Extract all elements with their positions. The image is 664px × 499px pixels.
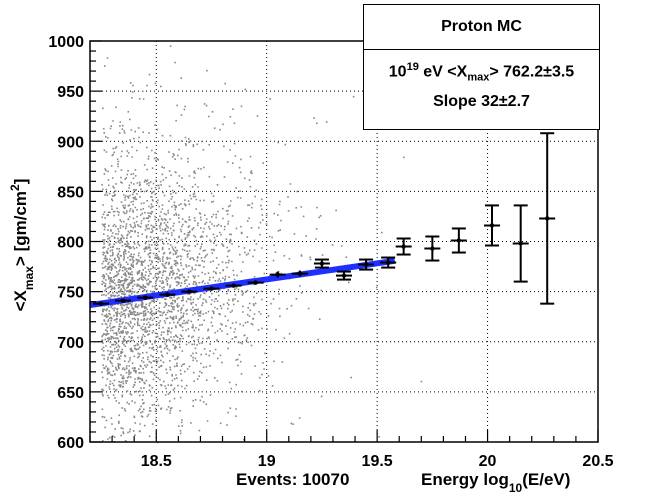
profile-point-marker — [319, 261, 325, 266]
profile-point-marker — [253, 280, 258, 285]
profile-point-marker — [385, 260, 391, 265]
info-box-body: 1019 eV <Xmax> 762.2±3.5 Slope 32±2.7 — [364, 55, 599, 114]
profile-point-marker — [401, 244, 406, 249]
info-box-title: Proton MC — [364, 5, 599, 50]
profile-point — [539, 132, 556, 305]
profile-points — [93, 132, 556, 306]
y-tick-label: 800 — [57, 235, 84, 252]
profile-point-marker — [456, 238, 462, 243]
profile-point — [93, 301, 110, 306]
profile-point — [483, 204, 500, 247]
x-tick-label: 19 — [258, 453, 276, 470]
profile-point-marker — [430, 246, 435, 251]
scatter-points — [101, 45, 423, 444]
profile-point — [269, 271, 286, 278]
y-tick-label: 700 — [57, 335, 84, 352]
profile-point-marker — [275, 272, 280, 277]
profile-point — [358, 258, 375, 271]
y-tick-label: 600 — [57, 435, 84, 452]
profile-point — [380, 256, 397, 269]
xmax-at-1e19-line: 1019 eV <Xmax> 762.2±3.5 — [388, 61, 575, 84]
profile-point-marker — [297, 271, 303, 276]
y-tick-label: 650 — [57, 385, 84, 402]
axis-tick-labels: 18.5 19 19.5 20 20.5 600 650 700 750 800 850 900 950… — [48, 34, 613, 470]
profile-point — [450, 227, 467, 254]
profile-point-marker — [187, 289, 192, 294]
profile-point — [291, 270, 308, 277]
x-tick-label: 18.5 — [141, 453, 172, 470]
x-tick-label: 20.5 — [582, 453, 613, 470]
x-axis-title: Energy log10(E/eV) — [421, 470, 570, 495]
profile-point-marker — [545, 216, 550, 221]
profile-point-marker — [518, 241, 523, 246]
profile-point — [181, 289, 198, 294]
fit-info-box: Proton MC 1019 eV <Xmax> 762.2±3.5 Slope… — [363, 4, 600, 130]
profile-point-marker — [98, 301, 104, 306]
profile-point — [159, 292, 176, 297]
y-tick-label: 850 — [57, 184, 84, 201]
scatter-dots — [101, 45, 423, 444]
profile-point-marker — [120, 298, 126, 303]
profile-point — [137, 295, 154, 300]
profile-point — [336, 270, 352, 281]
y-tick-label: 950 — [57, 84, 84, 101]
profile-point — [115, 298, 132, 303]
profile-point — [203, 286, 220, 291]
profile-point — [247, 280, 264, 285]
profile-point-marker — [165, 292, 170, 297]
profile-point — [512, 204, 529, 283]
axis-ticks — [89, 40, 599, 443]
slope-line: Slope 32±2.7 — [433, 92, 530, 110]
profile-point-marker — [209, 286, 214, 291]
y-tick-label: 900 — [57, 134, 84, 151]
y-axis-title: <Xmax> [gm/cm2] — [8, 179, 36, 312]
events-label: Events: 10070 — [236, 470, 349, 489]
profile-point — [424, 235, 441, 262]
profile-point — [225, 283, 242, 288]
profile-point-marker — [143, 295, 148, 300]
profile-point — [395, 237, 412, 256]
y-tick-label: 1000 — [48, 34, 84, 51]
profile-point — [313, 258, 330, 269]
x-tick-label: 20 — [479, 453, 497, 470]
profile-point-marker — [489, 223, 495, 228]
profile-point-marker — [341, 273, 347, 278]
profile-point-marker — [363, 262, 369, 267]
y-tick-label: 750 — [57, 285, 84, 302]
profile-point-marker — [231, 283, 236, 288]
x-tick-label: 19.5 — [362, 453, 393, 470]
